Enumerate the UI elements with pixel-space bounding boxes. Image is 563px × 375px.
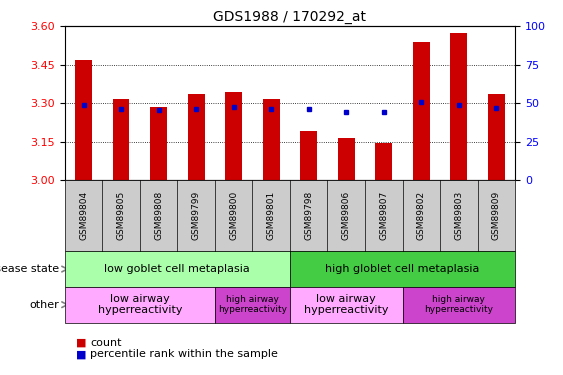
Text: GSM89805: GSM89805 [117,191,126,240]
Bar [376,143,392,180]
Text: GSM89800: GSM89800 [229,191,238,240]
Text: count: count [90,338,122,348]
Text: GSM89801: GSM89801 [267,191,276,240]
Bar [225,92,242,180]
Bar [488,94,505,180]
Text: low airway
hyperreactivity: low airway hyperreactivity [304,294,388,315]
Text: GSM89809: GSM89809 [492,191,501,240]
Text: GSM89807: GSM89807 [379,191,388,240]
Title: GDS1988 / 170292_at: GDS1988 / 170292_at [213,10,367,24]
Bar [150,107,167,180]
Text: GSM89798: GSM89798 [304,191,313,240]
Text: low airway
hyperreactivity: low airway hyperreactivity [97,294,182,315]
Text: ■: ■ [76,350,87,359]
Text: GSM89802: GSM89802 [417,191,426,240]
Text: high airway
hyperreactivity: high airway hyperreactivity [218,295,287,314]
Text: GSM89799: GSM89799 [191,191,200,240]
Text: other: other [29,300,59,310]
Bar [338,138,355,180]
Bar [450,33,467,180]
Bar [113,99,129,180]
Text: disease state: disease state [0,264,59,274]
Text: GSM89806: GSM89806 [342,191,351,240]
Text: percentile rank within the sample: percentile rank within the sample [90,350,278,359]
Text: GSM89803: GSM89803 [454,191,463,240]
Bar [75,60,92,180]
Text: GSM89808: GSM89808 [154,191,163,240]
Text: high globlet cell metaplasia: high globlet cell metaplasia [325,264,480,274]
Text: ■: ■ [76,338,87,348]
Bar [187,94,204,180]
Text: high airway
hyperreactivity: high airway hyperreactivity [425,295,493,314]
Bar [263,99,280,180]
Text: low goblet cell metaplasia: low goblet cell metaplasia [105,264,250,274]
Text: GSM89804: GSM89804 [79,191,88,240]
Bar [300,131,317,180]
Bar [413,42,430,180]
